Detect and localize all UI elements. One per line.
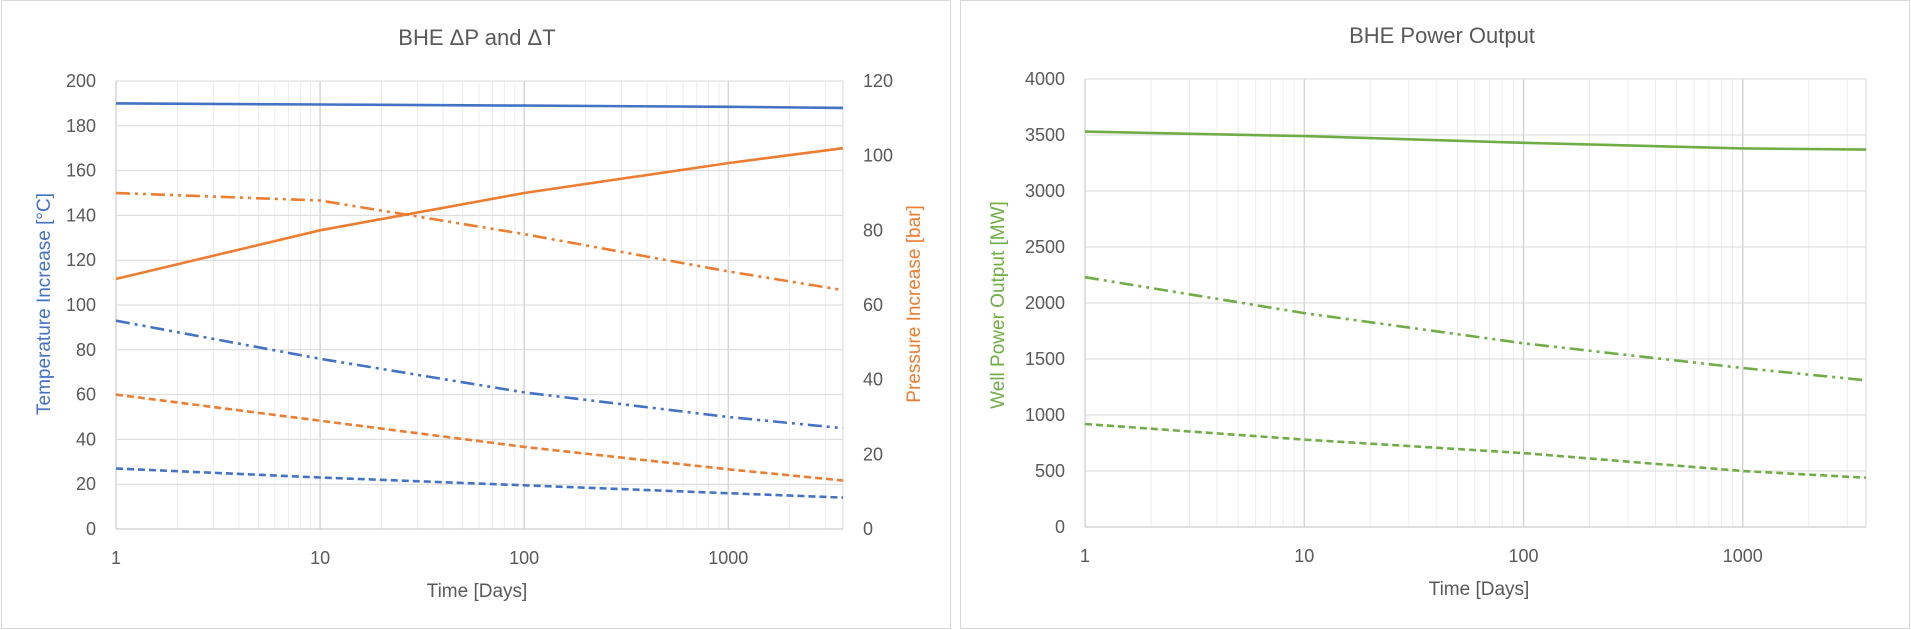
y2-axis-label: Pressure Increase [bar] bbox=[904, 205, 925, 402]
y-tick-label: 500 bbox=[1035, 461, 1065, 481]
series-line-4 bbox=[115, 146, 844, 281]
y-tick-label: 4000 bbox=[1025, 69, 1065, 89]
x-tick-label: 10 bbox=[310, 548, 330, 568]
y-tick-label: 1500 bbox=[1025, 349, 1065, 369]
y-tick-label: 3500 bbox=[1025, 125, 1065, 145]
x-tick-label: 1000 bbox=[708, 548, 748, 568]
chart-panel-power-output: BHE Power Output Time [Days] Well Power … bbox=[960, 0, 1910, 629]
series-line-1 bbox=[115, 102, 844, 110]
x-tick-label: 10 bbox=[1294, 546, 1314, 566]
series-line-5 bbox=[115, 191, 844, 292]
y2-tick-label: 100 bbox=[863, 146, 893, 166]
chart-delta-p-t: BHE ΔP and ΔT Time [Days] Temperature In… bbox=[34, 25, 925, 602]
y-tick-label: 20 bbox=[76, 474, 96, 494]
y-tick-label: 40 bbox=[76, 429, 96, 449]
y-tick-label: 120 bbox=[66, 250, 96, 270]
y2-tick-label: 0 bbox=[863, 519, 873, 539]
y-tick-label: 80 bbox=[76, 340, 96, 360]
chart-panel-delta-p-t: BHE ΔP and ΔT Time [Days] Temperature In… bbox=[1, 0, 951, 629]
y-tick-label: 0 bbox=[86, 519, 96, 539]
y-tick-label: 160 bbox=[66, 161, 96, 181]
series-line-2 bbox=[1084, 275, 1867, 382]
y2-tick-label: 80 bbox=[863, 220, 883, 240]
y2-tick-label: 20 bbox=[863, 444, 883, 464]
x-tick-label: 1 bbox=[111, 548, 121, 568]
series-line-1 bbox=[1084, 130, 1867, 151]
series-line-3 bbox=[115, 467, 844, 499]
y-axis-label: Well Power Output [MW] bbox=[988, 201, 1009, 409]
y2-tick-label: 60 bbox=[863, 295, 883, 315]
y-tick-label: 2500 bbox=[1025, 237, 1065, 257]
x-tick-label: 1 bbox=[1080, 546, 1090, 566]
y2-tick-label: 120 bbox=[863, 71, 893, 91]
series-line-6 bbox=[115, 393, 844, 482]
x-tick-label: 1000 bbox=[1723, 546, 1763, 566]
y-tick-label: 140 bbox=[66, 205, 96, 225]
series-line-3 bbox=[1084, 422, 1867, 479]
y-tick-label: 180 bbox=[66, 116, 96, 136]
y-tick-label: 1000 bbox=[1025, 405, 1065, 425]
series-line-2 bbox=[115, 319, 844, 430]
y2-tick-label: 40 bbox=[863, 370, 883, 390]
y-tick-label: 0 bbox=[1055, 517, 1065, 537]
y-axis-label: Temperature Increase [°C] bbox=[34, 193, 55, 415]
y-tick-label: 100 bbox=[66, 295, 96, 315]
y-tick-label: 2000 bbox=[1025, 293, 1065, 313]
y-tick-label: 200 bbox=[66, 71, 96, 91]
chart-title: BHE ΔP and ΔT bbox=[398, 25, 555, 50]
chart-title: BHE Power Output bbox=[1349, 23, 1535, 48]
x-tick-label: 100 bbox=[1508, 546, 1538, 566]
x-axis-label: Time [Days] bbox=[1429, 579, 1530, 600]
y-tick-label: 60 bbox=[76, 385, 96, 405]
y-tick-label: 3000 bbox=[1025, 181, 1065, 201]
x-axis-label: Time [Days] bbox=[427, 581, 528, 602]
chart-power-output: BHE Power Output Time [Days] Well Power … bbox=[988, 23, 1867, 600]
x-tick-label: 100 bbox=[509, 548, 539, 568]
